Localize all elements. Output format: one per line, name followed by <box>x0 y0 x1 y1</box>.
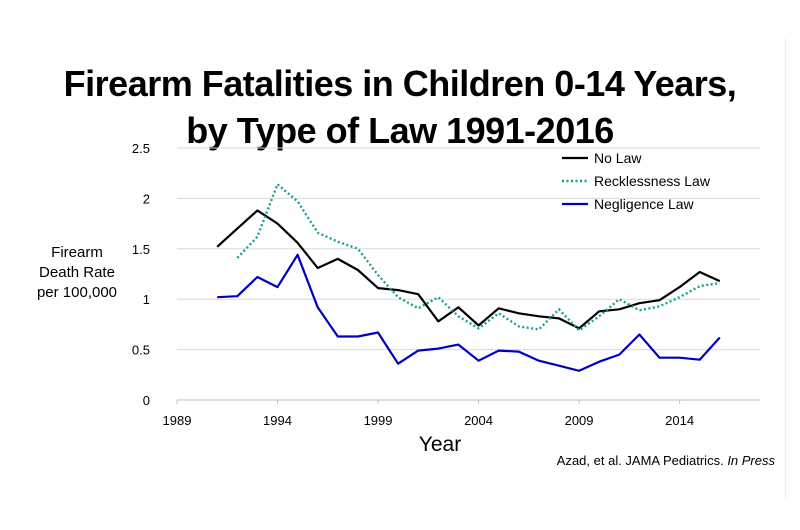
legend-label-no-law: No Law <box>594 150 642 166</box>
x-axis-label: Year <box>418 433 462 456</box>
series-line-negligence-law <box>217 253 721 372</box>
x-tick-label-0: 1989 <box>163 413 192 428</box>
x-tick-label-1: 1994 <box>263 413 292 428</box>
series-layer <box>216 183 721 372</box>
y-tick-label-0: 0 <box>143 393 150 408</box>
y-tick-label-1: 0.5 <box>132 343 150 358</box>
legend-label-recklessness-law: Recklessness Law <box>594 173 711 189</box>
legend: No Law Recklessness Law Negligence Law <box>562 150 711 212</box>
chart-title-line-2: by Type of Law 1991-2016 <box>186 110 614 151</box>
x-tick-label-3: 2004 <box>464 413 493 428</box>
source-citation: Azad, et al. JAMA Pediatrics. In Press <box>505 453 775 468</box>
y-axis-label-line-1: Firearm <box>51 244 103 261</box>
series-line-recklessness-law <box>236 183 720 332</box>
y-axis-label-line-2: Death Rate <box>39 264 115 281</box>
legend-label-negligence-law: Negligence Law <box>594 196 695 212</box>
x-tick-label-4: 2009 <box>565 413 594 428</box>
source-citation-text: Azad, et al. JAMA Pediatrics. <box>556 453 724 468</box>
y-tick-label-2: 1 <box>143 292 150 307</box>
y-tick-label-3: 1.5 <box>132 242 150 257</box>
chart-title-line-1: Firearm Fatalities in Children 0-14 Year… <box>63 63 737 104</box>
slide-edge-divider <box>785 38 786 500</box>
series-line-no-law <box>216 209 721 330</box>
y-axis-label: Firearm Death Rate per 100,000 <box>22 243 132 303</box>
source-citation-status: In Press <box>727 453 775 468</box>
y-tick-label-5: 2.5 <box>132 141 150 156</box>
axis-layer: 0 0.5 1 1.5 2 2.5 1989 1994 1999 2004 2009 2014 <box>132 141 760 428</box>
x-tick-label-2: 1999 <box>364 413 393 428</box>
y-axis-label-line-3: per 100,000 <box>36 284 118 301</box>
y-tick-label-4: 2 <box>143 191 150 206</box>
x-tick-label-5: 2014 <box>665 413 694 428</box>
